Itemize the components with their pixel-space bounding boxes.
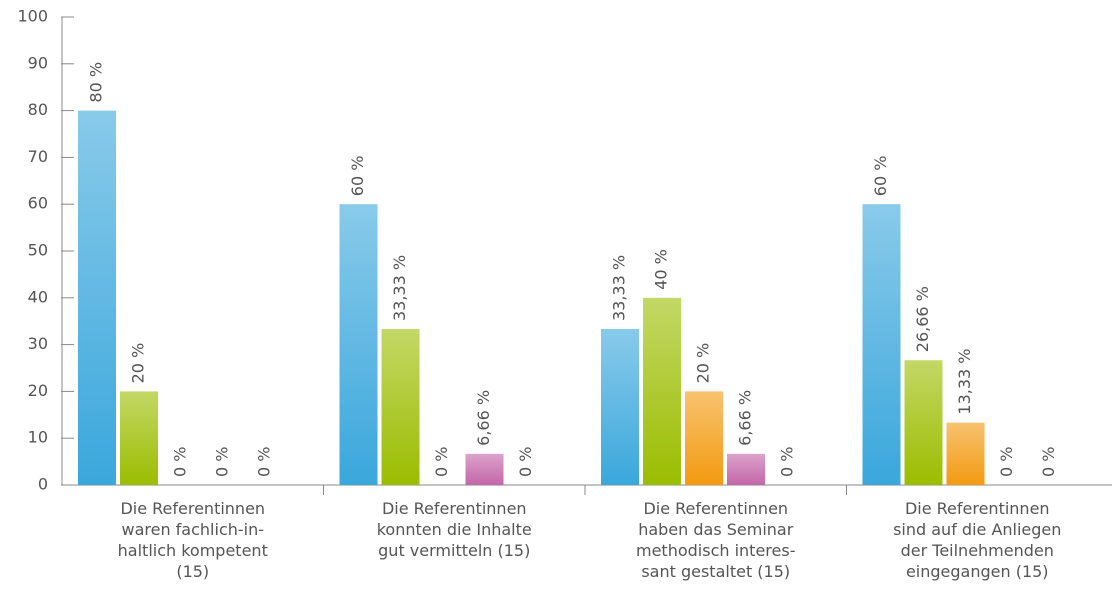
value-label: 13,33 % — [955, 349, 974, 415]
value-label: 26,66 % — [913, 286, 932, 352]
value-label: 60 % — [348, 156, 367, 197]
bar — [862, 204, 901, 485]
value-label: 20 % — [694, 343, 713, 384]
bar — [120, 391, 158, 485]
bar — [904, 360, 943, 485]
value-label: 20 % — [129, 343, 148, 384]
x-tick-label: Die Referentinnen konnten die Inhalte gu… — [376, 499, 532, 560]
y-tick-label: 50 — [28, 241, 48, 260]
y-tick-label: 0 — [38, 475, 48, 494]
value-label: 0 % — [778, 447, 797, 477]
y-tick-label: 80 — [28, 100, 48, 119]
value-label: 0 % — [432, 447, 451, 477]
y-tick-label: 100 — [17, 7, 48, 26]
bar — [727, 453, 765, 485]
bar — [685, 391, 723, 485]
value-label: 60 % — [871, 156, 890, 197]
x-tick-label: Die Referentinnen sind auf die Anliegen … — [893, 499, 1062, 581]
value-label: 0 % — [255, 447, 274, 477]
y-tick-label: 70 — [28, 147, 48, 166]
bar — [78, 110, 116, 485]
value-label: 33,33 % — [610, 255, 629, 321]
bar — [643, 297, 681, 485]
y-tick-label: 60 — [28, 194, 48, 213]
y-tick-label: 30 — [28, 334, 48, 353]
value-label: 0 % — [516, 447, 535, 477]
value-label: 0 % — [1039, 447, 1058, 477]
bar — [339, 204, 378, 485]
y-tick-label: 10 — [28, 428, 48, 447]
value-label: 0 % — [171, 447, 190, 477]
x-tick-label: Die Referentinnen waren fachlich-in- hal… — [117, 499, 268, 581]
bar — [601, 329, 639, 485]
value-label: 80 % — [87, 62, 106, 103]
y-tick-label: 20 — [28, 381, 48, 400]
y-tick-label: 40 — [28, 287, 48, 306]
value-label: 6,66 % — [736, 390, 755, 446]
value-label: 33,33 % — [390, 255, 409, 321]
value-label: 0 % — [213, 447, 232, 477]
bar — [381, 329, 420, 485]
bar — [946, 422, 985, 485]
value-label: 0 % — [997, 447, 1016, 477]
value-label: 40 % — [652, 249, 671, 290]
value-label: 6,66 % — [474, 390, 493, 446]
bar — [465, 453, 504, 485]
y-tick-label: 90 — [28, 53, 48, 72]
x-tick-label: Die Referentinnen haben das Seminar meth… — [636, 499, 796, 581]
